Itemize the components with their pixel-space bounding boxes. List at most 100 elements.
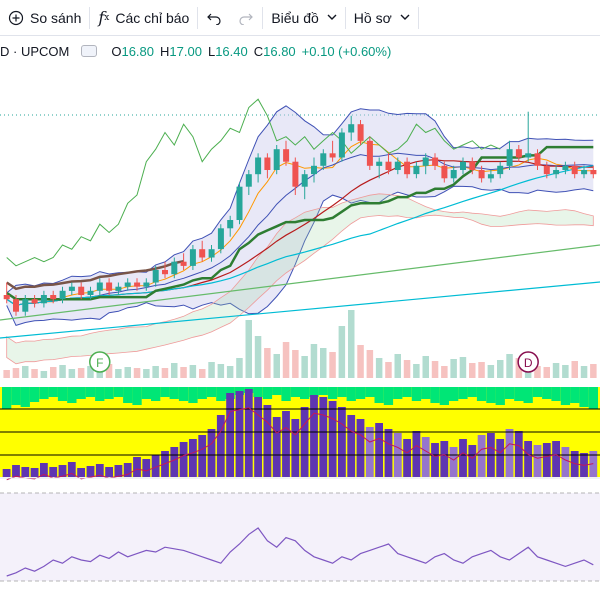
oscillator-purple-bar: [2, 469, 11, 477]
volume-bar: [469, 363, 476, 378]
oscillator-green-bar: [2, 387, 12, 409]
candle-body: [497, 165, 504, 175]
oscillator-purple-bar: [440, 441, 449, 477]
oscillator-purple-bar: [375, 423, 383, 477]
oscillator-green-bar: [272, 387, 282, 395]
chart-type-dropdown[interactable]: Biểu đồ: [263, 0, 344, 36]
oscillator-purple-bar: [431, 443, 439, 477]
volume-bar: [96, 370, 103, 378]
event-marker-f-label: F: [96, 356, 103, 370]
oscillator-green-bar: [346, 387, 356, 401]
ma200-line: [0, 281, 600, 339]
oscillator-green-bar: [449, 387, 459, 401]
undo-button[interactable]: [198, 0, 230, 36]
volume-bar: [292, 350, 299, 378]
oscillator-green-bar: [327, 387, 338, 399]
oscillator-green-bar: [169, 387, 179, 399]
oscillator-purple-bar: [226, 393, 234, 477]
redo-button[interactable]: [230, 0, 262, 36]
base-line: [5, 145, 594, 301]
volume-bar: [422, 356, 429, 378]
oscillator-green-bar: [383, 387, 394, 405]
oscillator-signal-line: [6, 407, 594, 481]
volume-bar: [413, 364, 420, 378]
oscillator-green-bar: [430, 387, 440, 403]
oscillator-green-bar: [551, 387, 561, 401]
candle-body: [590, 170, 597, 175]
oscillator-green-bar: [337, 387, 347, 397]
profile-label: Hồ sơ: [353, 9, 392, 26]
visibility-toggle-icon[interactable]: [81, 45, 98, 57]
low-value: 16.40: [215, 43, 248, 59]
volume-bar: [3, 370, 10, 378]
oscillator-green-bar: [421, 387, 431, 399]
profile-dropdown[interactable]: Hồ sơ: [346, 0, 418, 36]
oscillator-purple-bar: [514, 431, 523, 477]
candle-body: [292, 161, 299, 187]
oscillator-green-bar: [113, 387, 124, 397]
compare-button[interactable]: So sánh: [0, 0, 89, 36]
oscillator-purple-bar: [235, 391, 244, 477]
oscillator-green-bar: [467, 387, 477, 397]
volume-bar: [459, 357, 467, 378]
volume-bar: [236, 358, 243, 378]
volume-bar: [68, 369, 76, 378]
candle-body: [450, 170, 457, 179]
volume-bar: [124, 367, 131, 378]
oscillator-green-bar: [262, 387, 273, 399]
candle-body: [487, 174, 494, 179]
redo-icon: [238, 11, 254, 25]
volume-bar: [338, 326, 346, 378]
volume-bar: [543, 367, 550, 378]
chart-type-label: Biểu đồ: [271, 9, 319, 26]
candle-body: [208, 249, 215, 258]
oscillator-purple-bar: [542, 443, 551, 477]
high-value: 17.00: [169, 43, 202, 59]
oscillator-purple-bar: [142, 459, 151, 477]
toolbar-divider: [89, 6, 91, 29]
volume-bar: [189, 365, 197, 378]
oscillator-purple-bar: [95, 464, 104, 477]
oscillator-purple-bar: [254, 397, 262, 477]
oscillator-green-bar: [579, 387, 589, 407]
candle-body: [515, 149, 522, 158]
oscillator-green-bar: [141, 387, 151, 399]
oscillator-green-bar: [495, 387, 505, 405]
oscillator-green-bar: [402, 387, 412, 397]
oscillator-green-bar: [365, 387, 375, 397]
volume-bar: [217, 364, 225, 378]
volume-bar: [87, 366, 94, 378]
oscillator-purple-bar: [533, 445, 542, 477]
candle-body: [78, 286, 85, 295]
oscillator-purple-bar: [552, 441, 560, 477]
symbol-label[interactable]: D · UPCOM: [0, 43, 70, 59]
oscillator-purple-bar: [179, 442, 188, 477]
oscillator-purple-bar: [263, 405, 272, 477]
oscillator-green-bar: [476, 387, 487, 401]
candle-body: [460, 161, 466, 170]
low-key: L: [207, 43, 216, 59]
oscillator-purple-bar: [459, 439, 467, 477]
volume-bar: [161, 368, 169, 378]
volume-bar: [534, 366, 541, 378]
oscillator-green-bar: [504, 387, 515, 399]
volume-bar: [31, 369, 38, 378]
volume-bar: [105, 364, 113, 378]
oscillator-purple-bar: [40, 463, 48, 477]
event-marker-d: [517, 351, 539, 373]
oscillator-purple-bar: [30, 468, 39, 477]
candle-body: [3, 295, 10, 300]
oscillator-purple-bar: [477, 435, 486, 477]
volume-bar: [301, 356, 308, 378]
candle-body: [180, 261, 187, 266]
volume-bar: [282, 342, 290, 378]
candle-body: [59, 290, 66, 300]
chevron-down-icon: [327, 12, 337, 23]
volume-bar: [552, 363, 560, 378]
volume-bar: [348, 310, 355, 378]
toolbar-divider: [344, 6, 346, 29]
candle-body: [134, 282, 141, 287]
